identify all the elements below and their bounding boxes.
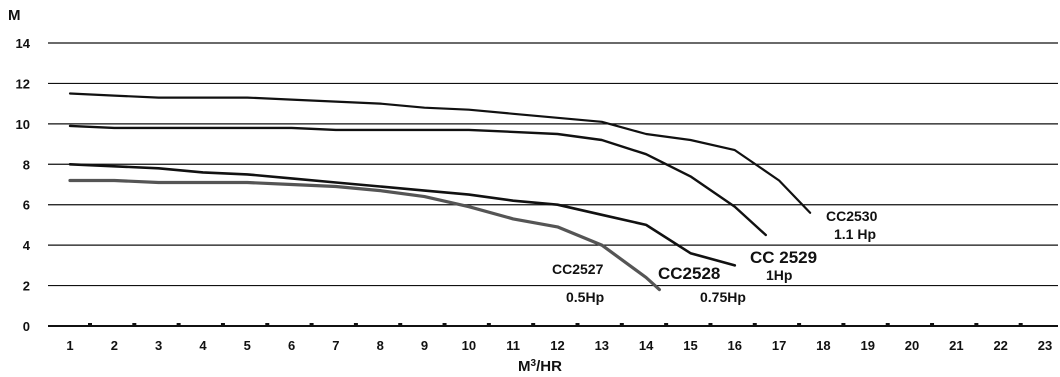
x-tick-label: 5	[244, 338, 251, 353]
series-lines	[68, 92, 812, 292]
x-tick-mark	[220, 323, 225, 326]
x-tick-mark	[708, 323, 713, 326]
x-tick-label: 11	[506, 338, 520, 353]
series-label-name: CC2527	[552, 261, 604, 277]
series-label-name: CC2530	[826, 208, 878, 224]
x-tick-label: 19	[860, 338, 874, 353]
x-tick-label: 3	[155, 338, 162, 353]
y-tick-label: 6	[23, 198, 30, 213]
x-tick-mark	[353, 323, 358, 326]
x-tick-label: 22	[993, 338, 1007, 353]
series-label-hp: 1.1 Hp	[834, 226, 876, 242]
x-tick-mark	[797, 323, 802, 326]
x-tick-label: 14	[639, 338, 654, 353]
gridlines	[48, 42, 1058, 287]
x-tick-label: 10	[462, 338, 476, 353]
x-tick-mark	[619, 323, 624, 326]
series-line-cc2528	[68, 163, 737, 267]
series-line-cc2530	[68, 92, 812, 214]
x-tick-mark	[752, 323, 757, 326]
x-tick-label: 13	[595, 338, 609, 353]
x-tick-label: 7	[332, 338, 339, 353]
series-label-name: CC 2529	[750, 248, 817, 267]
x-tick-mark	[974, 323, 979, 326]
x-tick-mark	[88, 323, 92, 326]
x-tick-label: 1	[66, 338, 73, 353]
x-tick-mark	[176, 323, 181, 326]
x-tick-mark	[442, 323, 447, 326]
x-tick-label: 8	[377, 338, 384, 353]
series-label-hp: 0.5Hp	[566, 289, 604, 305]
x-axis-title: M3/HR	[518, 358, 562, 376]
x-tick-mark	[930, 323, 935, 326]
x-tick-label: 16	[728, 338, 742, 353]
x-tick-mark	[486, 323, 491, 326]
x-tick-label: 2	[111, 338, 118, 353]
x-tick-label: 18	[816, 338, 830, 353]
x-tick-mark	[841, 323, 846, 326]
x-tick-label: 4	[199, 338, 207, 353]
y-tick-label: 4	[23, 238, 31, 253]
y-tick-label: 0	[23, 319, 30, 334]
y-tick-label: 10	[16, 117, 30, 132]
y-tick-label: 2	[23, 279, 30, 294]
series-line-cc2527	[68, 178, 662, 292]
x-tick-mark	[265, 323, 270, 326]
x-tick-label: 6	[288, 338, 295, 353]
x-tick-mark	[885, 323, 890, 326]
x-tick-mark	[664, 323, 669, 326]
series-label-hp: 0.75Hp	[700, 289, 746, 305]
x-tick-label: 12	[550, 338, 564, 353]
x-tick-mark	[309, 323, 314, 326]
series-label-hp: 1Hp	[766, 267, 792, 283]
x-tick-mark	[398, 323, 403, 326]
y-tick-label: 8	[23, 157, 30, 172]
y-tick-label: 12	[16, 76, 30, 91]
x-tick-mark	[1018, 323, 1023, 326]
x-tick-label: 23	[1038, 338, 1052, 353]
x-tick-label: 15	[683, 338, 697, 353]
y-axis-title: M	[8, 7, 21, 24]
x-tick-label: 20	[905, 338, 919, 353]
x-tick-mark	[575, 323, 580, 326]
x-tick-mark	[132, 323, 137, 326]
y-tick-label: 14	[16, 36, 31, 51]
x-tick-label: 21	[949, 338, 963, 353]
series-line-cc2529	[68, 124, 767, 237]
series-label-name: CC2528	[658, 264, 720, 283]
x-tick-mark	[531, 323, 536, 326]
x-tick-label: 17	[772, 338, 786, 353]
x-tick-label: 9	[421, 338, 428, 353]
